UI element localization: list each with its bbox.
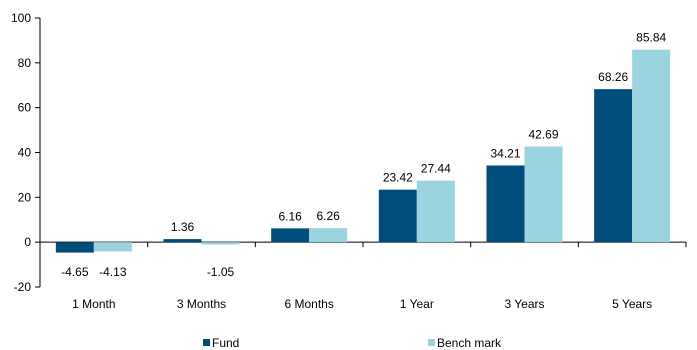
y-tick-label: 60 bbox=[18, 101, 32, 115]
fund-data-label: 34.21 bbox=[490, 146, 520, 160]
x-axis: 1 Month 3 Months 6 Months 1 Year 3 Years 5 Ye… bbox=[39, 241, 687, 311]
benchmark-bar bbox=[309, 228, 348, 243]
benchmark-legend-label: Bench mark bbox=[437, 336, 502, 350]
fund-data-label: -4.65 bbox=[61, 265, 89, 279]
fund-data-label: 1.36 bbox=[171, 220, 195, 234]
fund-bar bbox=[163, 239, 202, 243]
fund-data-label: 23.42 bbox=[383, 171, 413, 185]
x-category-label: 5 Years bbox=[612, 297, 652, 311]
fund-bar bbox=[486, 165, 525, 243]
x-category-label: 3 Months bbox=[177, 297, 226, 311]
fund-bar bbox=[271, 228, 310, 243]
bars bbox=[55, 49, 671, 253]
benchmark-bar bbox=[524, 146, 563, 243]
benchmark-bar bbox=[632, 49, 671, 243]
y-tick-label: -20 bbox=[14, 280, 32, 294]
benchmark-bar bbox=[93, 242, 132, 252]
y-tick-label: 40 bbox=[18, 146, 32, 160]
fund-legend-label: Fund bbox=[212, 336, 239, 350]
fund-legend-swatch bbox=[203, 339, 210, 346]
benchmark-data-label: 42.69 bbox=[528, 127, 558, 141]
fund-data-label: 68.26 bbox=[598, 70, 628, 84]
x-category-label: 1 Year bbox=[400, 297, 434, 311]
x-category-label: 3 Years bbox=[504, 297, 544, 311]
legend: Fund Bench mark bbox=[203, 336, 502, 350]
fund-bar bbox=[55, 242, 94, 253]
benchmark-bar bbox=[416, 180, 455, 243]
fund-bar bbox=[594, 89, 633, 243]
fund-bar bbox=[378, 189, 417, 243]
y-tick-label: 20 bbox=[18, 190, 32, 204]
benchmark-data-label: 85.84 bbox=[636, 31, 666, 45]
benchmark-bar bbox=[201, 242, 240, 245]
x-category-label: 1 Month bbox=[72, 297, 115, 311]
fund-data-label: 6.16 bbox=[278, 209, 302, 223]
x-category-label: 6 Months bbox=[284, 297, 333, 311]
y-tick-label: 0 bbox=[24, 235, 31, 249]
data-labels: -4.65 1.36 6.16 23.42 34.21 68.26 -4.13 -1.05 6.… bbox=[61, 31, 666, 279]
benchmark-data-label: -4.13 bbox=[99, 265, 127, 279]
y-tick-label: 100 bbox=[11, 11, 31, 25]
benchmark-data-label: -1.05 bbox=[207, 265, 235, 279]
y-axis: -20 0 20 40 60 80 100 bbox=[11, 11, 41, 294]
benchmark-legend-swatch bbox=[428, 339, 435, 346]
y-tick-label: 80 bbox=[18, 56, 32, 70]
benchmark-data-label: 27.44 bbox=[421, 162, 451, 176]
benchmark-data-label: 6.26 bbox=[316, 209, 340, 223]
